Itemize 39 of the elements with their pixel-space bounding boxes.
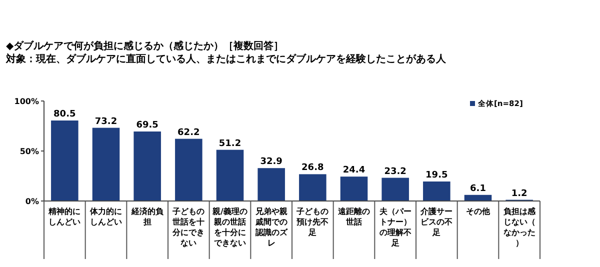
y-tick-label: 50%: [20, 147, 39, 156]
x-tick-label: 経済的負担: [130, 206, 164, 226]
bar: [258, 168, 285, 201]
data-label: 73.2: [94, 116, 118, 127]
x-tick-label: 負担は感じない（なかった）: [503, 207, 536, 248]
x-tick-label: 遠距離の世話: [337, 207, 370, 226]
x-tick-label: 体力的にしんどい: [89, 207, 122, 226]
data-label: 32.9: [260, 157, 282, 168]
x-tick-label: 夫（パートナー）の理解不足: [378, 207, 412, 248]
bar: [134, 132, 161, 201]
bar: [216, 150, 244, 201]
x-tick-label: その他: [466, 207, 491, 216]
x-tick-label: 子どもの預け先不足: [296, 207, 329, 237]
data-label: 1.2: [511, 188, 528, 199]
bar: [340, 176, 368, 201]
x-tick-label: 兄弟や親戚間での認識のズレ: [254, 207, 288, 248]
bar: [51, 120, 78, 201]
x-tick-label: 親/義理の親の世話を十分にできない: [212, 207, 248, 248]
bar: [382, 178, 409, 201]
data-label: 19.5: [426, 170, 448, 180]
x-tick-label: 介護サービスの不足: [420, 207, 453, 237]
chart-subtitle: 対象：現在、ダブルケアに直面している人、またはこれまでにダブルケアを経験したことがある人: [5, 53, 447, 65]
bar: [299, 174, 326, 201]
x-tick-label: 子どもの世話を十分にできない: [172, 207, 205, 248]
y-tick-label: 0%: [25, 197, 39, 206]
data-label: 23.2: [384, 166, 406, 177]
y-tick-label: 100%: [14, 97, 39, 106]
data-label: 62.2: [178, 128, 200, 138]
data-label: 80.5: [54, 110, 76, 120]
bar: [92, 128, 120, 201]
data-label: 24.4: [342, 166, 366, 176]
data-label: 69.5: [136, 120, 158, 130]
bar: [175, 138, 202, 201]
data-label: 51.2: [218, 138, 242, 149]
bar: [423, 182, 450, 201]
data-label: 26.8: [302, 163, 324, 174]
x-tick-label: 精神的にしんどい: [48, 207, 81, 226]
chart-title: ◆ダブルケアで何が負担に感じるか（感じたか）［複数回答］: [6, 40, 284, 52]
data-label: 6.1: [470, 184, 486, 194]
